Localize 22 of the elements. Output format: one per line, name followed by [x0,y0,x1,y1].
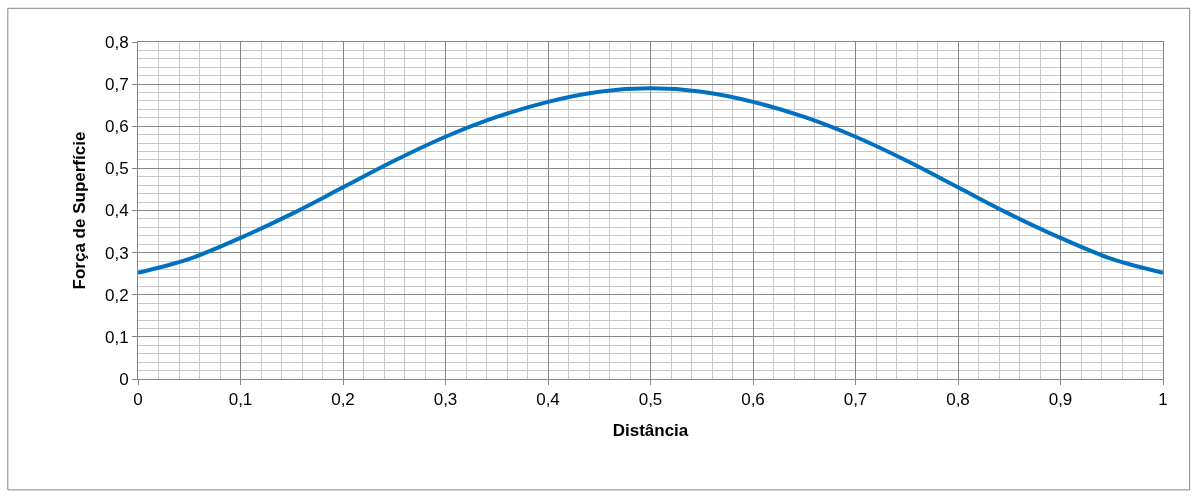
y-tick-label: 0,4 [104,201,129,221]
x-tick-label: 0,8 [946,390,970,410]
y-tick-label: 0,2 [104,285,129,305]
x-axis-title: Distância [612,420,689,440]
x-tick-label: 1 [1158,390,1168,410]
x-tick-label: 0,9 [1048,390,1073,410]
y-tick-label: 0,8 [104,32,129,52]
y-tick-label: 0,5 [104,159,129,179]
x-tick-label: 0,7 [843,390,868,410]
x-tick-label: 0,4 [536,390,560,410]
x-tick-label: 0,3 [433,390,458,410]
y-axis-title: Força de Superfície [69,131,89,290]
y-tick-label: 0,1 [104,327,129,347]
x-tick-label: 0,2 [331,390,355,410]
y-tick-label: 0,6 [104,117,129,137]
y-tick-label: 0 [119,369,129,389]
y-tick-label: 0,3 [104,243,129,263]
x-tick-label: 0,1 [228,390,253,410]
x-tick-label: 0,6 [741,390,765,410]
x-tick-label: 0,5 [638,390,663,410]
y-tick-label: 0,7 [104,75,129,95]
x-tick-label: 0 [133,390,143,410]
